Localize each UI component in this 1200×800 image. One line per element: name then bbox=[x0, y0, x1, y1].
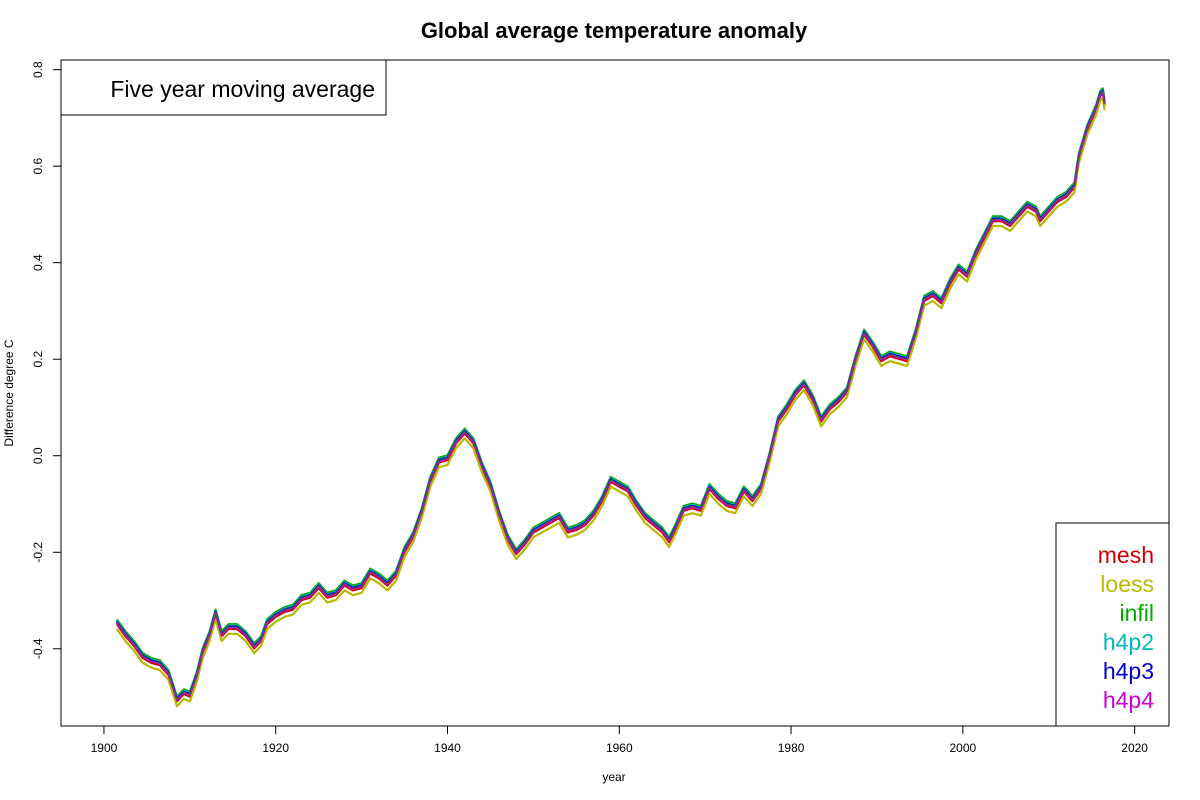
series-line-h4p2 bbox=[115, 88, 1106, 700]
x-tick-label: 1940 bbox=[434, 741, 461, 755]
series-lines bbox=[115, 87, 1106, 708]
y-tick-label: -0.4 bbox=[31, 638, 45, 659]
x-axis-label: year bbox=[602, 770, 625, 784]
legend-items: mesh loess infil h4p2 h4p3 h4p4 bbox=[1098, 542, 1154, 713]
legend-label-infil: infil bbox=[1119, 600, 1154, 626]
series-line-mesh bbox=[115, 92, 1106, 703]
annotation-frame bbox=[60, 59, 387, 116]
y-tick-label: 0.4 bbox=[31, 254, 45, 271]
y-axis: -0.4 -0.2 0.0 0.2 0.4 0.6 0.8 bbox=[31, 61, 62, 659]
x-tick-label: 2020 bbox=[1121, 741, 1148, 755]
legend-label-h4p4: h4p4 bbox=[1103, 687, 1154, 713]
x-tick-label: 1920 bbox=[262, 741, 289, 755]
legend-label-mesh: mesh bbox=[1098, 542, 1154, 568]
legend-frame bbox=[1055, 522, 1170, 727]
y-tick-label: 0.8 bbox=[31, 61, 45, 78]
y-tick-label: -0.2 bbox=[31, 542, 45, 563]
legend: mesh loess infil h4p2 h4p3 h4p4 bbox=[1055, 522, 1170, 727]
y-axis-label: Difference degree C bbox=[2, 339, 16, 447]
series-line-h4p4 bbox=[115, 90, 1106, 702]
annotation-text: Five year moving average bbox=[110, 76, 375, 102]
series-line-overlay bbox=[116, 90, 1106, 701]
y-tick-label: 0.2 bbox=[31, 351, 45, 368]
x-tick-label: 1900 bbox=[91, 741, 118, 755]
x-tick-label: 2000 bbox=[950, 741, 977, 755]
annotation-box: Five year moving average bbox=[60, 59, 387, 116]
series-line-loess bbox=[115, 97, 1106, 708]
legend-label-loess: loess bbox=[1100, 571, 1154, 597]
series-line-h4p3 bbox=[115, 89, 1106, 701]
x-tick-label: 1980 bbox=[778, 741, 805, 755]
y-tick-label: 0.0 bbox=[31, 447, 45, 464]
x-axis: 1900 1920 1940 1960 1980 2000 2020 bbox=[91, 725, 1148, 755]
legend-label-h4p3: h4p3 bbox=[1103, 658, 1154, 684]
x-tick-label: 1960 bbox=[606, 741, 633, 755]
y-tick-label: 0.6 bbox=[31, 158, 45, 175]
legend-label-h4p2: h4p2 bbox=[1103, 629, 1154, 655]
series-line-infil bbox=[115, 87, 1106, 698]
chart-title: Global average temperature anomaly bbox=[421, 18, 808, 43]
